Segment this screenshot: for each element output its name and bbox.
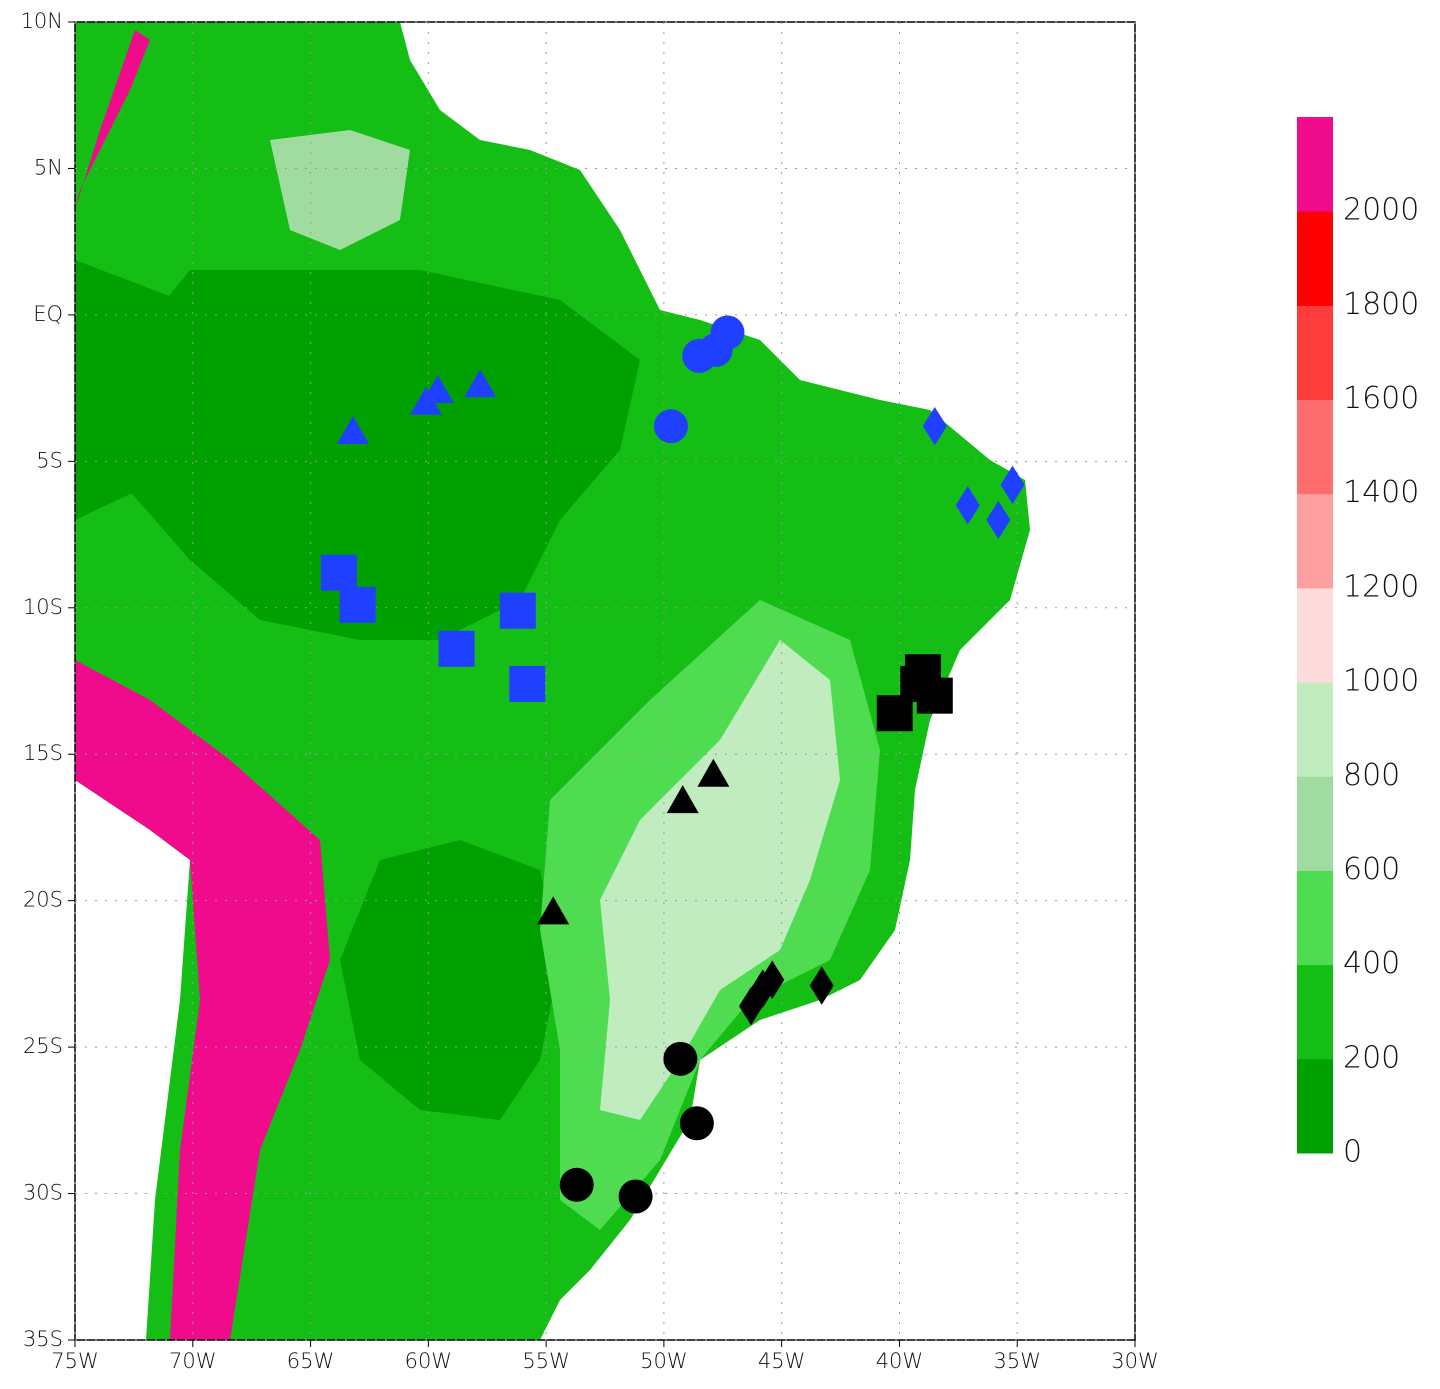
site-square (499, 592, 536, 629)
colorbar-label: 600 (1343, 852, 1400, 887)
site-circle (618, 1179, 653, 1214)
colorbar-swatch (1297, 1058, 1333, 1154)
y-tick-label: 15S (23, 741, 63, 765)
colorbar-label: 1600 (1343, 381, 1419, 416)
site-square (438, 630, 475, 667)
colorbar-swatch (1297, 682, 1333, 777)
lowland (75, 260, 640, 1120)
site-square (339, 586, 376, 623)
colorbar-swatch (1297, 211, 1333, 306)
site-square (320, 554, 357, 591)
site-diamond (1000, 465, 1025, 504)
andes (75, 30, 330, 1340)
terrain (75, 22, 1030, 1340)
site-triangle (464, 369, 497, 398)
colorbar-swatch (1297, 399, 1333, 495)
y-tick-label: 10S (23, 595, 63, 619)
colorbar-swatch (1297, 587, 1333, 683)
site-diamond (922, 406, 947, 446)
colorbar-label: 400 (1343, 946, 1400, 981)
colorbar-label: 1400 (1343, 475, 1419, 510)
site-diamond (986, 500, 1011, 540)
site-circle (682, 338, 717, 373)
site-circle (679, 1106, 714, 1141)
site-triangle (666, 785, 699, 814)
site-triangle (336, 416, 369, 445)
site-square (900, 665, 937, 702)
x-tick-label: 50W (640, 1349, 688, 1373)
colorbar-swatch (1297, 870, 1333, 966)
colorbar-label: 2000 (1343, 193, 1419, 228)
colorbar-label: 1800 (1343, 287, 1419, 322)
x-tick-label: 55W (522, 1349, 570, 1373)
y-tick-label: 35S (23, 1327, 63, 1351)
site-diamond (760, 960, 785, 999)
y-tick-label: 25S (23, 1034, 63, 1058)
x-tick-label: 45W (758, 1349, 806, 1373)
site-square (509, 665, 546, 702)
x-tick-label: 65W (287, 1349, 335, 1373)
y-tick-label: 5S (36, 448, 63, 472)
site-diamond (739, 986, 764, 1026)
highland (600, 640, 840, 1120)
y-tick-label: 5N (34, 155, 63, 179)
x-tick-label: 30W (1111, 1349, 1159, 1373)
y-tick-label: 20S (23, 888, 63, 912)
colorbar-swatch (1297, 964, 1333, 1060)
x-tick-label: 40W (876, 1349, 924, 1373)
colorbar-label: 1000 (1343, 664, 1419, 699)
site-diamond (955, 486, 980, 525)
site-circle (663, 1041, 698, 1076)
colorbar-swatch (1297, 117, 1333, 212)
site-circle (653, 409, 688, 444)
colorbar-label: 0 (1343, 1135, 1362, 1170)
colorbar-label: 800 (1343, 758, 1400, 793)
x-tick-label: 35W (993, 1349, 1041, 1373)
site-triangle (421, 375, 454, 404)
y-tick-label: 10N (21, 9, 63, 33)
colorbar-swatch (1297, 493, 1333, 589)
site-triangle (697, 758, 730, 787)
colorbar-swatch (1297, 776, 1333, 871)
x-tick-label: 70W (169, 1349, 217, 1373)
site-diamond (809, 966, 834, 1005)
colorbar-label: 200 (1343, 1040, 1400, 1075)
colorbar-swatch (1297, 305, 1333, 401)
guiana-highland (270, 130, 410, 250)
site-triangle (537, 896, 570, 925)
y-tick-label: EQ (33, 302, 63, 326)
x-tick-label: 75W (51, 1349, 99, 1373)
site-circle (559, 1167, 594, 1202)
y-tick-label: 30S (23, 1181, 63, 1205)
x-tick-label: 60W (405, 1349, 453, 1373)
colorbar-label: 1200 (1343, 569, 1419, 604)
